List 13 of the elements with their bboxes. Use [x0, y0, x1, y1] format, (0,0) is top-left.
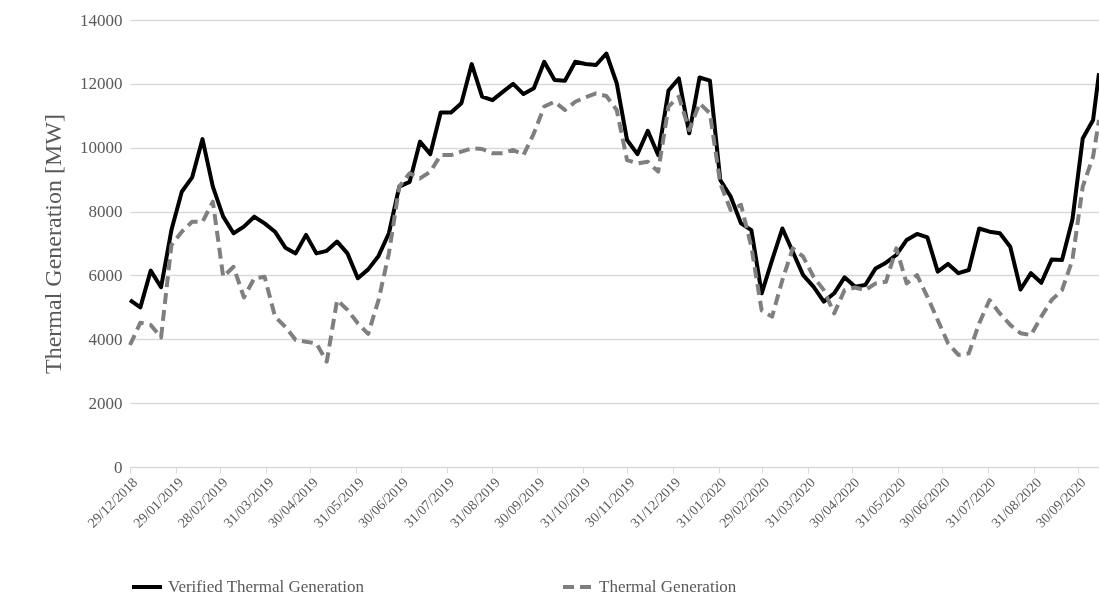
y-tick-label: 0 [114, 457, 123, 477]
legend-label: Thermal Generation [599, 577, 737, 596]
y-tick-label: 8000 [88, 202, 123, 222]
legend-label: Verified Thermal Generation [168, 577, 365, 596]
line-series [128, 51, 1099, 310]
y-tick-label: 14000 [80, 10, 123, 30]
y-tick-label: 2000 [88, 393, 123, 413]
y-axis-title: Thermal Generation [MW] [40, 114, 66, 374]
y-tick-label: 12000 [80, 74, 123, 94]
line-series [128, 91, 1099, 364]
y-tick-label: 10000 [80, 138, 123, 158]
y-tick-label: 4000 [88, 329, 123, 349]
y-tick-label: 6000 [88, 265, 123, 285]
